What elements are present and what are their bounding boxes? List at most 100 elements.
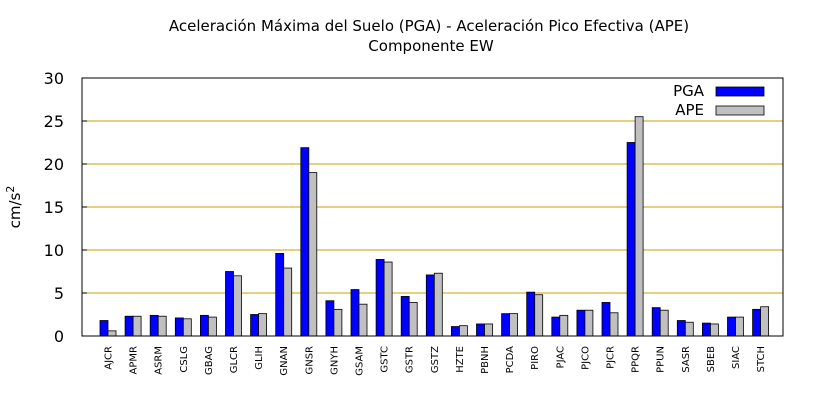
bar-pga-hzte	[450, 326, 460, 337]
bar-ape-gnyh	[333, 308, 343, 337]
y-tick-label: 5	[54, 284, 64, 303]
bar-pga-asrm	[149, 314, 159, 337]
y-axis-ticks: 0 5 10 15 20 25 30	[44, 69, 87, 346]
x-tick-label: PPUN	[656, 346, 667, 373]
x-tick-label: SBEB	[706, 346, 717, 373]
legend-label-ape: APE	[675, 101, 704, 119]
bar-pga-sasr	[676, 320, 686, 337]
bar-pga-gstc	[375, 259, 385, 337]
bar-ape-gsam	[358, 303, 368, 337]
bar-ape-sbeb	[710, 323, 719, 337]
x-tick-label: GSTR	[405, 346, 416, 373]
bar-ape-ppqr	[634, 116, 644, 337]
legend-label-pga: PGA	[673, 82, 705, 100]
legend-swatch-pga	[715, 86, 765, 97]
bars	[99, 116, 769, 337]
x-tick-label: PIRO	[530, 346, 541, 370]
bar-ape-asrm	[157, 315, 167, 337]
x-tick-label: GSTZ	[430, 346, 441, 373]
bar-ape-glih	[258, 313, 268, 337]
bar-pga-ajcr	[99, 320, 109, 337]
bar-pga-sbeb	[702, 322, 711, 337]
x-tick-label: GLIH	[254, 346, 265, 370]
x-tick-label: PCDA	[505, 346, 516, 374]
x-tick-label: APMR	[129, 346, 140, 374]
x-tick-label: GSAM	[355, 346, 366, 376]
bar-pga-gnan	[275, 253, 285, 337]
x-tick-label: PBNH	[480, 346, 491, 374]
x-tick-label: PJCR	[606, 346, 617, 369]
y-tick-label: 15	[44, 198, 64, 217]
bar-pga-gbag	[199, 314, 209, 337]
bar-pga-piro	[526, 291, 536, 337]
bar-ape-gnan	[283, 267, 293, 337]
bar-ape-stch	[760, 306, 769, 337]
y-axis-label: cm/s2	[4, 186, 24, 229]
bar-pga-pjac	[551, 316, 561, 337]
bar-pga-pcda	[501, 313, 511, 337]
x-tick-label: GBAG	[204, 346, 215, 375]
y-tick-label: 0	[54, 327, 64, 346]
x-tick-label: SASR	[681, 346, 692, 373]
y-tick-label: 30	[44, 69, 64, 88]
bar-pga-gsam	[350, 289, 360, 337]
bar-ape-pbnh	[484, 323, 493, 337]
x-tick-label: GSTC	[380, 346, 391, 373]
bar-pga-glih	[250, 314, 260, 337]
bar-ape-gnsr	[308, 172, 318, 337]
plot-frame	[81, 77, 784, 337]
x-tick-label: CSLG	[179, 346, 190, 373]
bar-ape-gbag	[207, 316, 217, 337]
bar-ape-sasr	[684, 321, 694, 337]
x-tick-label: GNSR	[304, 346, 315, 375]
x-tick-label: PPQR	[631, 346, 642, 373]
bar-ape-siac	[735, 316, 744, 337]
bar-ape-gstc	[383, 261, 393, 337]
bar-ape-piro	[534, 294, 544, 337]
legend-swatch-ape	[715, 105, 765, 116]
bar-pga-gstz	[425, 274, 435, 337]
x-tick-label: AJCR	[104, 346, 115, 370]
x-tick-label: PJAC	[555, 346, 566, 368]
x-tick-label: GNYH	[329, 346, 340, 375]
bar-ape-ppun	[659, 309, 669, 337]
bar-ape-glcr	[233, 275, 242, 337]
bar-ape-cslg	[182, 318, 192, 337]
chart-subtitle: Componente EW	[368, 37, 494, 55]
x-axis-labels: AJCR APMR ASRM CSLG GBAG GLCR GLIH GNAN GNSR GNYH…	[104, 346, 768, 376]
bar-ape-ajcr	[107, 330, 117, 337]
y-tick-label: 10	[44, 241, 64, 260]
grid	[82, 120, 783, 294]
bar-pga-pbnh	[476, 323, 485, 337]
bar-pga-apmr	[124, 315, 134, 337]
x-tick-label: STCH	[756, 346, 767, 372]
legend: PGA APE	[673, 82, 765, 119]
x-tick-label: PJCO	[580, 346, 591, 370]
x-tick-label: SIAC	[731, 346, 742, 369]
bar-pga-pjcr	[601, 302, 611, 337]
bar-pga-siac	[727, 316, 736, 337]
bar-ape-gstr	[408, 302, 418, 337]
bar-ape-gstz	[433, 272, 443, 337]
bar-pga-glcr	[225, 271, 234, 337]
bar-ape-pjcr	[609, 312, 619, 337]
bar-pga-gstr	[400, 296, 410, 337]
bar-ape-hzte	[458, 325, 468, 337]
x-tick-label: HZTE	[455, 346, 466, 373]
bar-ape-pjco	[584, 309, 594, 337]
bar-pga-ppun	[651, 307, 661, 337]
bar-pga-pjco	[576, 309, 586, 337]
bar-pga-gnyh	[325, 300, 335, 337]
bar-ape-pcda	[509, 313, 519, 337]
bar-ape-apmr	[132, 315, 142, 337]
bar-pga-cslg	[174, 317, 184, 337]
y-tick-label: 25	[44, 112, 64, 131]
y-tick-label: 20	[44, 155, 64, 174]
x-tick-label: GNAN	[279, 346, 290, 376]
bar-pga-stch	[752, 308, 761, 337]
bar-pga-gnsr	[300, 147, 310, 337]
chart-title: Aceleración Máxima del Suelo (PGA) - Ace…	[169, 17, 689, 35]
bar-pga-ppqr	[626, 142, 636, 337]
bar-ape-pjac	[559, 314, 569, 337]
